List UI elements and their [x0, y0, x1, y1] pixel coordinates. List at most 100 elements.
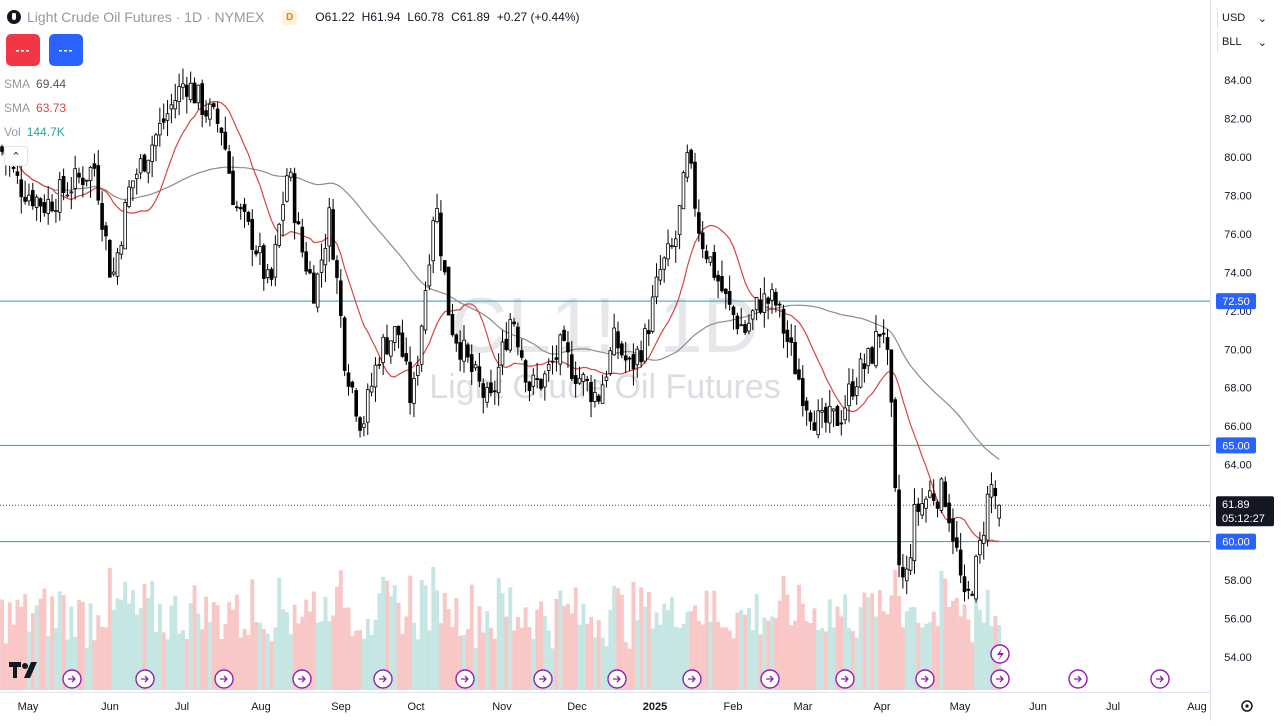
- volume-bar: [727, 630, 732, 690]
- event-marker-icon[interactable]: [533, 669, 553, 689]
- lightning-event-icon[interactable]: [990, 644, 1010, 664]
- volume-bar: [281, 609, 286, 690]
- candle-body: [754, 297, 759, 311]
- candle-body: [11, 166, 16, 169]
- volume-bar: [747, 608, 751, 690]
- candle-body: [866, 348, 871, 367]
- candle-body: [562, 329, 566, 341]
- candle-body: [265, 269, 270, 278]
- x-tick-label: Sep: [331, 701, 351, 713]
- volume-bar: [131, 590, 135, 690]
- candle-body: [50, 201, 54, 212]
- sma-200-line[interactable]: [1, 151, 1000, 460]
- event-marker-icon[interactable]: [135, 669, 155, 689]
- volume-bar: [797, 584, 801, 690]
- candle-body: [843, 407, 847, 421]
- candle-body: [104, 225, 108, 237]
- candle-body: [573, 374, 578, 384]
- legend-volume[interactable]: Vol 144.7K: [4, 125, 65, 139]
- gear-hub: [1245, 704, 1249, 708]
- event-marker-icon[interactable]: [373, 669, 393, 689]
- candle-body: [412, 377, 416, 404]
- event-marker-icon[interactable]: [915, 669, 935, 689]
- volume-bar: [327, 621, 332, 690]
- volume-bar: [966, 619, 971, 690]
- event-marker-icon[interactable]: [455, 669, 475, 689]
- volume-bar: [824, 631, 828, 690]
- volume-bar: [465, 629, 470, 690]
- volume-bar: [666, 610, 671, 690]
- candle-body: [612, 327, 616, 356]
- volume-bar: [812, 608, 817, 690]
- candle-body: [508, 319, 512, 351]
- candle-body: [712, 252, 717, 278]
- currency-selector[interactable]: USD ⌄: [1217, 8, 1271, 28]
- volume-bar: [908, 607, 913, 690]
- level-label-60.00[interactable]: 60.00: [1216, 533, 1256, 550]
- event-marker-icon[interactable]: [214, 669, 234, 689]
- candle-body: [785, 329, 790, 343]
- level-label-72.50[interactable]: 72.50: [1216, 293, 1256, 310]
- volume-bar: [335, 586, 339, 690]
- event-marker-icon[interactable]: [1068, 669, 1088, 689]
- candle-body: [781, 308, 786, 334]
- last-price-bg: [1216, 496, 1274, 527]
- candle-body: [23, 196, 27, 202]
- y-tick-label: 58.00: [1224, 575, 1252, 587]
- candle-body: [924, 498, 928, 509]
- candle-body: [516, 326, 520, 348]
- event-marker-icon[interactable]: [682, 669, 702, 689]
- volume-bar: [600, 637, 605, 690]
- volume-bar: [739, 610, 744, 690]
- event-marker-icon[interactable]: [292, 669, 312, 689]
- price-change: +0.27 (+0.44%): [496, 10, 580, 24]
- level-label-65.00[interactable]: 65.00: [1216, 437, 1256, 454]
- gear-icon[interactable]: [1241, 700, 1253, 712]
- event-marker-icon[interactable]: [835, 669, 855, 689]
- volume-bar: [400, 633, 405, 690]
- legend-sma50[interactable]: SMA 63.73: [4, 101, 67, 115]
- volume-bar: [238, 637, 243, 690]
- volume-bar: [242, 628, 247, 690]
- x-tick-label: Jul: [175, 701, 189, 713]
- candle-body: [77, 172, 81, 178]
- unit-selector[interactable]: BLL ⌄: [1217, 32, 1271, 52]
- candle-body: [73, 168, 77, 189]
- volume-bar: [292, 604, 297, 690]
- volume-bar: [519, 627, 524, 690]
- volume-bar: [477, 606, 482, 690]
- tradingview-logo-icon[interactable]: [8, 660, 42, 685]
- legend-sma200[interactable]: SMA 69.44: [4, 77, 67, 91]
- event-marker-icon[interactable]: [607, 669, 627, 689]
- volume-bar: [127, 603, 132, 690]
- volume-bar: [57, 591, 62, 690]
- event-marker-icon[interactable]: [990, 669, 1010, 689]
- candle-body: [27, 194, 31, 202]
- volume-bar: [550, 648, 555, 690]
- event-marker-icon[interactable]: [1150, 669, 1170, 689]
- candle-body: [958, 549, 963, 576]
- symbol-title[interactable]: Light Crude Oil Futures · 1D · NYMEX: [27, 9, 265, 25]
- sell-button[interactable]: ---: [6, 34, 40, 66]
- volume-bar: [546, 630, 551, 690]
- buy-button[interactable]: ---: [49, 34, 83, 66]
- ohlc-close: C61.89: [451, 10, 490, 24]
- volume-bar: [492, 638, 497, 690]
- event-marker-icon[interactable]: [760, 669, 780, 689]
- volume-bar: [912, 607, 917, 690]
- volume-bar: [177, 633, 182, 690]
- volume-bar: [77, 599, 81, 690]
- volume-bar: [200, 629, 205, 690]
- volume-bar: [670, 596, 674, 690]
- candle-body: [134, 173, 139, 179]
- sma-50-line[interactable]: [1, 100, 1000, 543]
- event-marker-icon[interactable]: [62, 669, 82, 689]
- ohlc-high: H61.94: [361, 10, 401, 24]
- chevron-up-icon[interactable]: ⌃: [4, 146, 28, 166]
- volume-bar: [431, 566, 436, 690]
- last-price-label[interactable]: 61.89 05:12:27: [1216, 496, 1274, 527]
- level-label-bg: [1216, 293, 1256, 310]
- candle-body: [770, 289, 774, 301]
